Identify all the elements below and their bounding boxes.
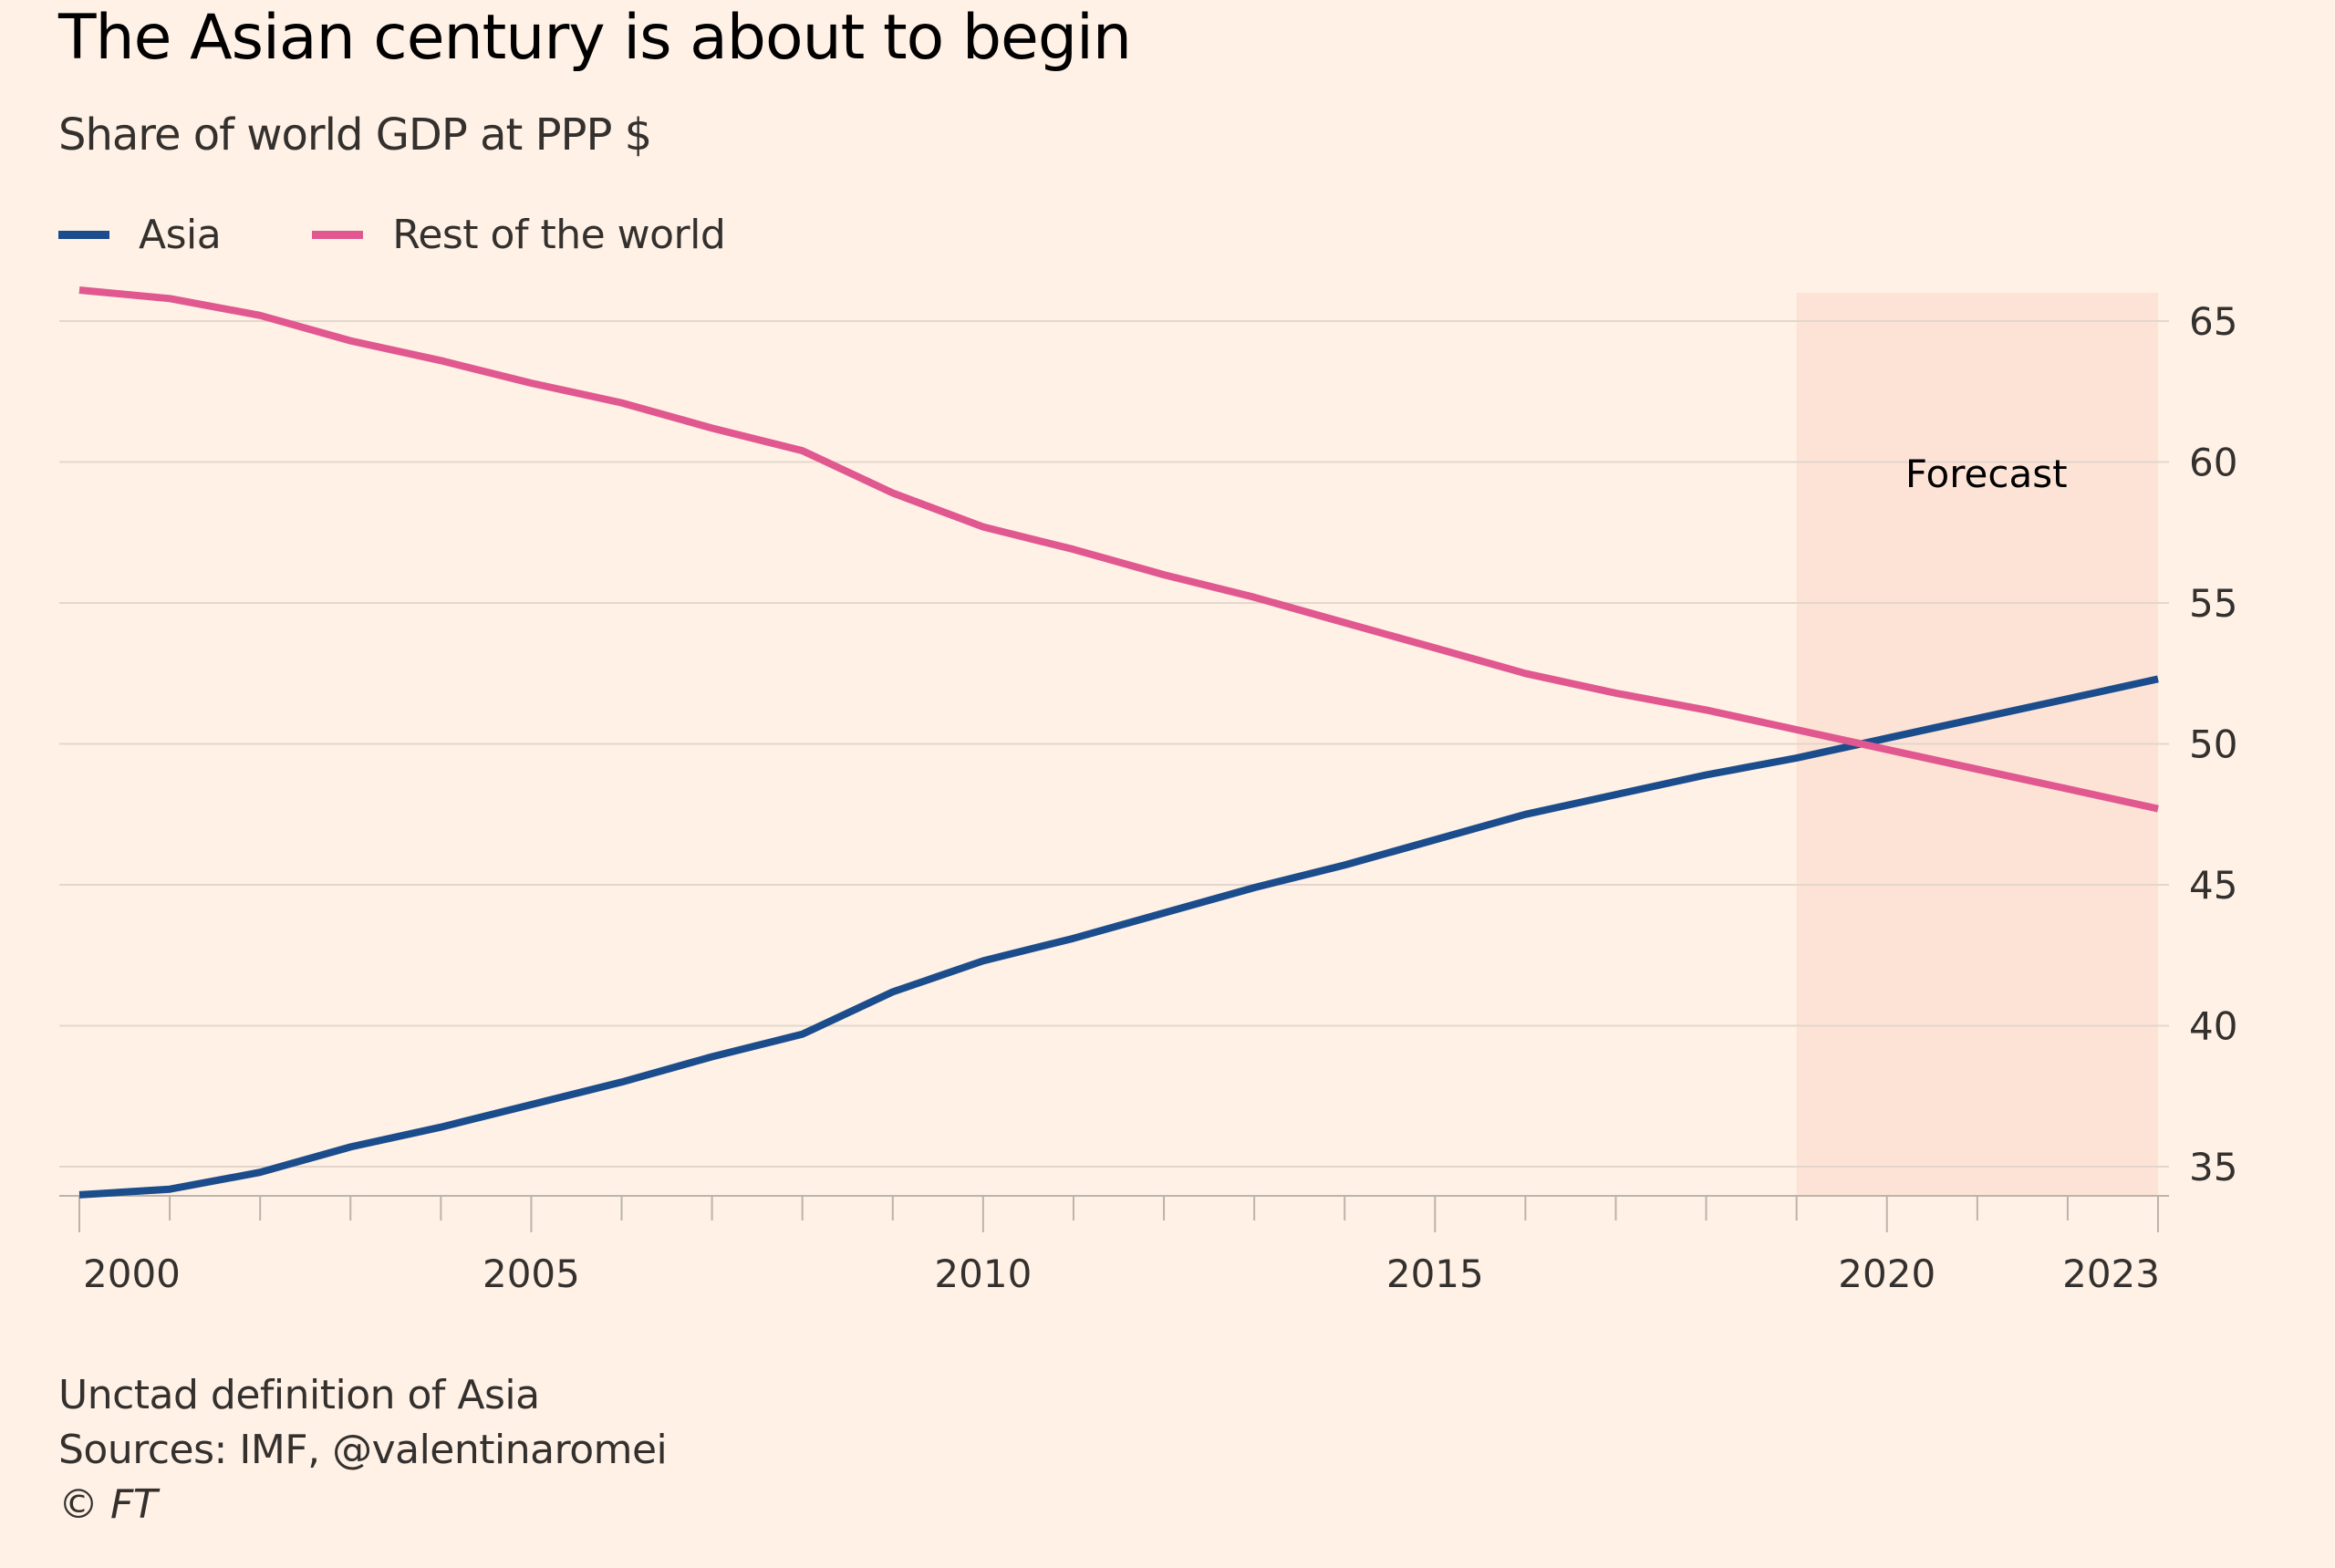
footnote: Unctad definition of Asia bbox=[58, 1372, 540, 1418]
y-tick-label-60: 60 bbox=[2189, 441, 2237, 485]
legend-swatch-asia bbox=[58, 231, 109, 239]
y-tick-label-35: 35 bbox=[2189, 1145, 2237, 1189]
legend-item-rest-of-world: Rest of the world bbox=[312, 212, 726, 258]
legend-label-rest-of-world: Rest of the world bbox=[392, 212, 726, 258]
x-tick-label-2010: 2010 bbox=[934, 1251, 1032, 1296]
copyright: © FT bbox=[58, 1481, 158, 1528]
x-tick-label-2015: 2015 bbox=[1386, 1251, 1484, 1296]
x-tick-label-2020: 2020 bbox=[1838, 1251, 1935, 1296]
y-tick-label-55: 55 bbox=[2189, 581, 2237, 626]
sources: Sources: IMF, @valentinaromei bbox=[58, 1427, 668, 1473]
legend-swatch-rest-of-world bbox=[312, 231, 364, 239]
series-line-rest-of-the-world bbox=[78, 286, 2159, 813]
legend-item-asia: Asia bbox=[58, 212, 222, 258]
chart-subtitle: Share of world GDP at PPP $ bbox=[58, 109, 652, 161]
y-tick-label-65: 65 bbox=[2189, 299, 2237, 344]
y-tick-label-45: 45 bbox=[2189, 863, 2237, 908]
x-tick-label-2023: 2023 bbox=[2062, 1251, 2160, 1296]
legend-label-asia: Asia bbox=[139, 212, 222, 258]
forecast-annotation: Forecast bbox=[1905, 452, 2068, 496]
x-tick-label-2005: 2005 bbox=[483, 1251, 580, 1296]
y-tick-label-50: 50 bbox=[2189, 722, 2237, 767]
y-tick-label-40: 40 bbox=[2189, 1004, 2237, 1049]
series-line-asia bbox=[78, 675, 2159, 1199]
x-tick-label-2000: 2000 bbox=[83, 1251, 181, 1296]
chart-footer: Unctad definition of Asia Sources: IMF, … bbox=[58, 1368, 668, 1532]
chart-title: The Asian century is about to begin bbox=[58, 2, 1132, 74]
legend: Asia Rest of the world bbox=[58, 212, 816, 258]
